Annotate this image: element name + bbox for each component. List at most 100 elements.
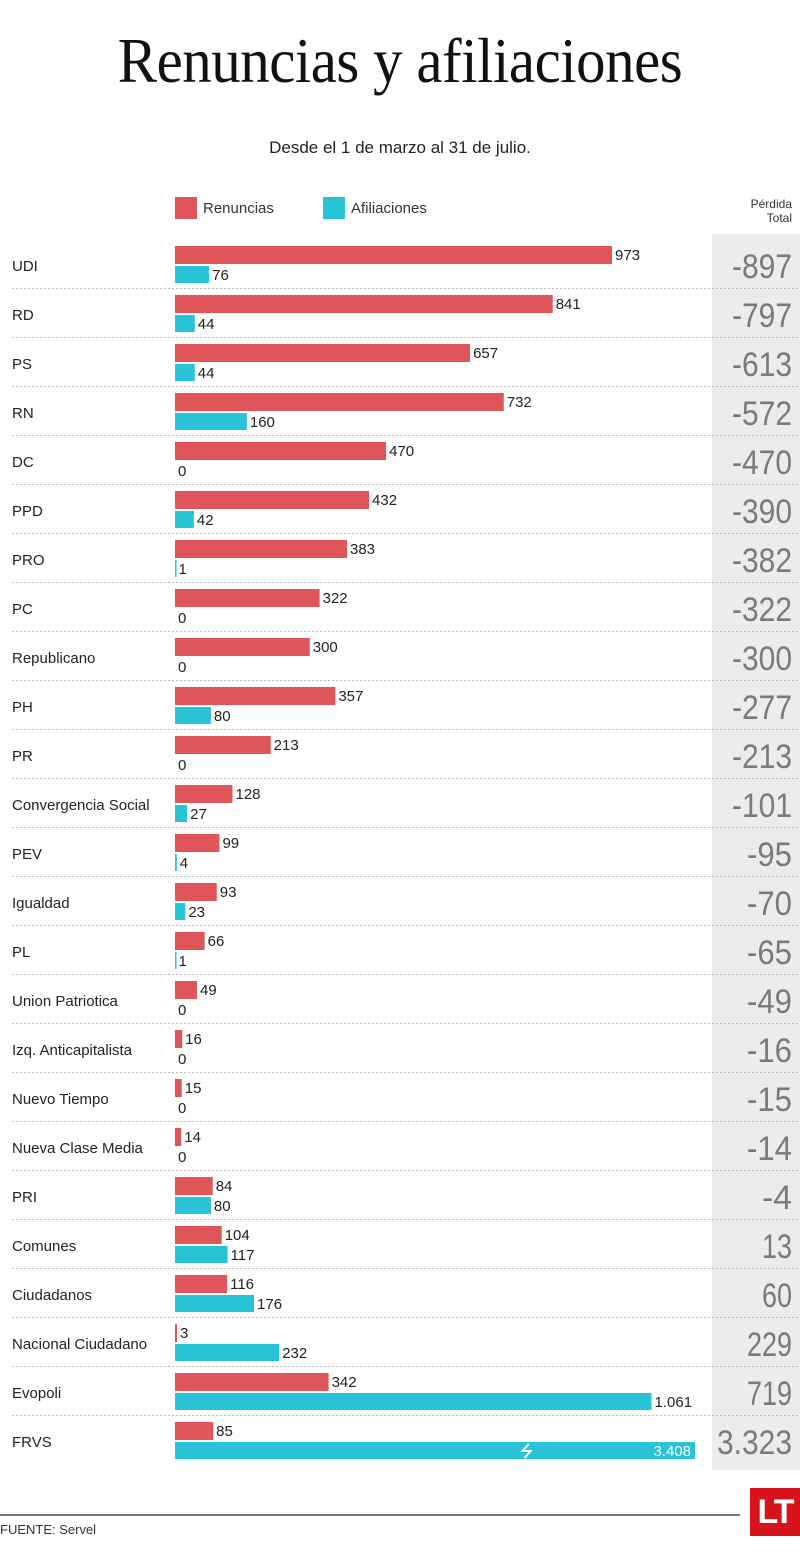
category-label: Ciudadanos [12, 1287, 92, 1304]
bar-afiliaciones [175, 1442, 695, 1459]
value-label-afiliaciones: 1 [178, 953, 186, 970]
total-value: -70 [747, 885, 792, 923]
bar-renuncias [175, 1226, 222, 1244]
value-label-renuncias: 841 [556, 296, 581, 313]
bar-renuncias [175, 1030, 183, 1048]
value-label-renuncias: 93 [220, 884, 237, 901]
total-value: -49 [747, 983, 792, 1021]
total-value: 3.323 [717, 1424, 792, 1462]
bar-renuncias [175, 834, 220, 852]
value-label-afiliaciones: 44 [198, 365, 215, 382]
value-label-renuncias: 128 [235, 786, 260, 803]
totals-panel [712, 234, 800, 1470]
bar-renuncias [175, 246, 612, 264]
bar-afiliaciones [175, 364, 195, 381]
category-label: Comunes [12, 1238, 76, 1255]
bar-renuncias [175, 1177, 213, 1195]
category-label: PRI [12, 1189, 37, 1206]
total-value: -14 [747, 1130, 792, 1168]
bar-afiliaciones [175, 1295, 255, 1312]
value-label-renuncias: 85 [216, 1423, 233, 1440]
bar-afiliaciones [175, 854, 177, 871]
total-value: -277 [732, 689, 792, 727]
value-label-afiliaciones: 0 [178, 1149, 186, 1166]
category-label: Convergencia Social [12, 797, 150, 814]
bar-renuncias [175, 491, 370, 509]
category-label: RN [12, 405, 34, 422]
value-label-renuncias: 14 [184, 1129, 201, 1146]
value-label-afiliaciones: 0 [178, 1051, 186, 1068]
axis-break-icon [520, 1443, 533, 1459]
category-label: Igualdad [12, 895, 70, 912]
total-value: -16 [747, 1032, 792, 1070]
total-value: -101 [732, 787, 792, 825]
value-label-afiliaciones: 117 [231, 1247, 255, 1264]
value-label-afiliaciones: 3.408 [653, 1443, 691, 1460]
bar-renuncias [175, 589, 320, 607]
total-value: 60 [762, 1277, 792, 1315]
total-value: -390 [732, 493, 792, 531]
legend-swatch-renuncias [175, 197, 197, 219]
bar-renuncias [175, 442, 387, 460]
category-label: PR [12, 748, 33, 765]
value-label-afiliaciones: 4 [180, 855, 188, 872]
value-label-renuncias: 732 [507, 394, 532, 411]
bar-renuncias [175, 981, 198, 999]
value-label-afiliaciones: 0 [178, 659, 186, 676]
category-label: PL [12, 944, 30, 961]
lt-logo: LT [750, 1488, 800, 1536]
total-value: -65 [747, 934, 792, 972]
value-label-renuncias: 383 [350, 541, 375, 558]
value-label-afiliaciones: 160 [250, 414, 275, 431]
bar-renuncias [175, 1275, 228, 1293]
value-label-renuncias: 49 [200, 982, 217, 999]
category-label: Nuevo Tiempo [12, 1091, 109, 1108]
value-label-renuncias: 3 [180, 1325, 188, 1342]
source-note: FUENTE: Servel [0, 1522, 97, 1537]
bar-afiliaciones [175, 1246, 228, 1263]
total-value: -470 [732, 444, 792, 482]
value-label-afiliaciones: 76 [212, 267, 229, 284]
value-label-afiliaciones: 0 [178, 1002, 186, 1019]
category-label: Nacional Ciudadano [12, 1336, 147, 1353]
category-label: Union Patriotica [12, 993, 119, 1010]
legend-label-afiliaciones: Afiliaciones [351, 199, 427, 217]
bar-renuncias [175, 1128, 182, 1146]
value-label-afiliaciones: 80 [214, 1198, 231, 1215]
total-value: -797 [732, 297, 792, 335]
legend-label-renuncias: Renuncias [203, 199, 274, 217]
value-label-afiliaciones: 0 [178, 1100, 186, 1117]
chart-title: Renuncias y afiliaciones [117, 25, 683, 96]
bar-afiliaciones [175, 560, 177, 577]
bar-renuncias [175, 1324, 177, 1342]
legend-renuncias: Renuncias [175, 197, 274, 219]
category-label: PH [12, 699, 33, 716]
value-label-renuncias: 342 [332, 1374, 357, 1391]
bar-afiliaciones [175, 413, 247, 430]
bar-afiliaciones [175, 707, 211, 724]
value-label-renuncias: 657 [473, 345, 498, 362]
value-label-renuncias: 66 [208, 933, 225, 950]
category-label: Evopoli [12, 1385, 61, 1402]
category-label: PC [12, 601, 33, 618]
bar-renuncias [175, 883, 217, 901]
total-value: -213 [732, 738, 792, 776]
value-label-afiliaciones: 23 [188, 904, 205, 921]
value-label-afiliaciones: 1 [178, 561, 186, 578]
total-value: 229 [747, 1326, 792, 1364]
value-label-afiliaciones: 0 [178, 757, 186, 774]
value-label-renuncias: 213 [274, 737, 299, 754]
total-value: -300 [732, 640, 792, 678]
bar-renuncias [175, 295, 553, 313]
bar-renuncias [175, 687, 336, 705]
value-label-renuncias: 15 [185, 1080, 202, 1097]
bar-renuncias [175, 638, 310, 656]
total-value: -382 [732, 542, 792, 580]
value-label-renuncias: 470 [389, 443, 414, 460]
perdida-header-line2: Total [766, 211, 792, 225]
bar-afiliaciones [175, 952, 177, 969]
total-value: -322 [732, 591, 792, 629]
total-value: 13 [762, 1228, 792, 1266]
perdida-header-line1: Pérdida [750, 197, 792, 211]
